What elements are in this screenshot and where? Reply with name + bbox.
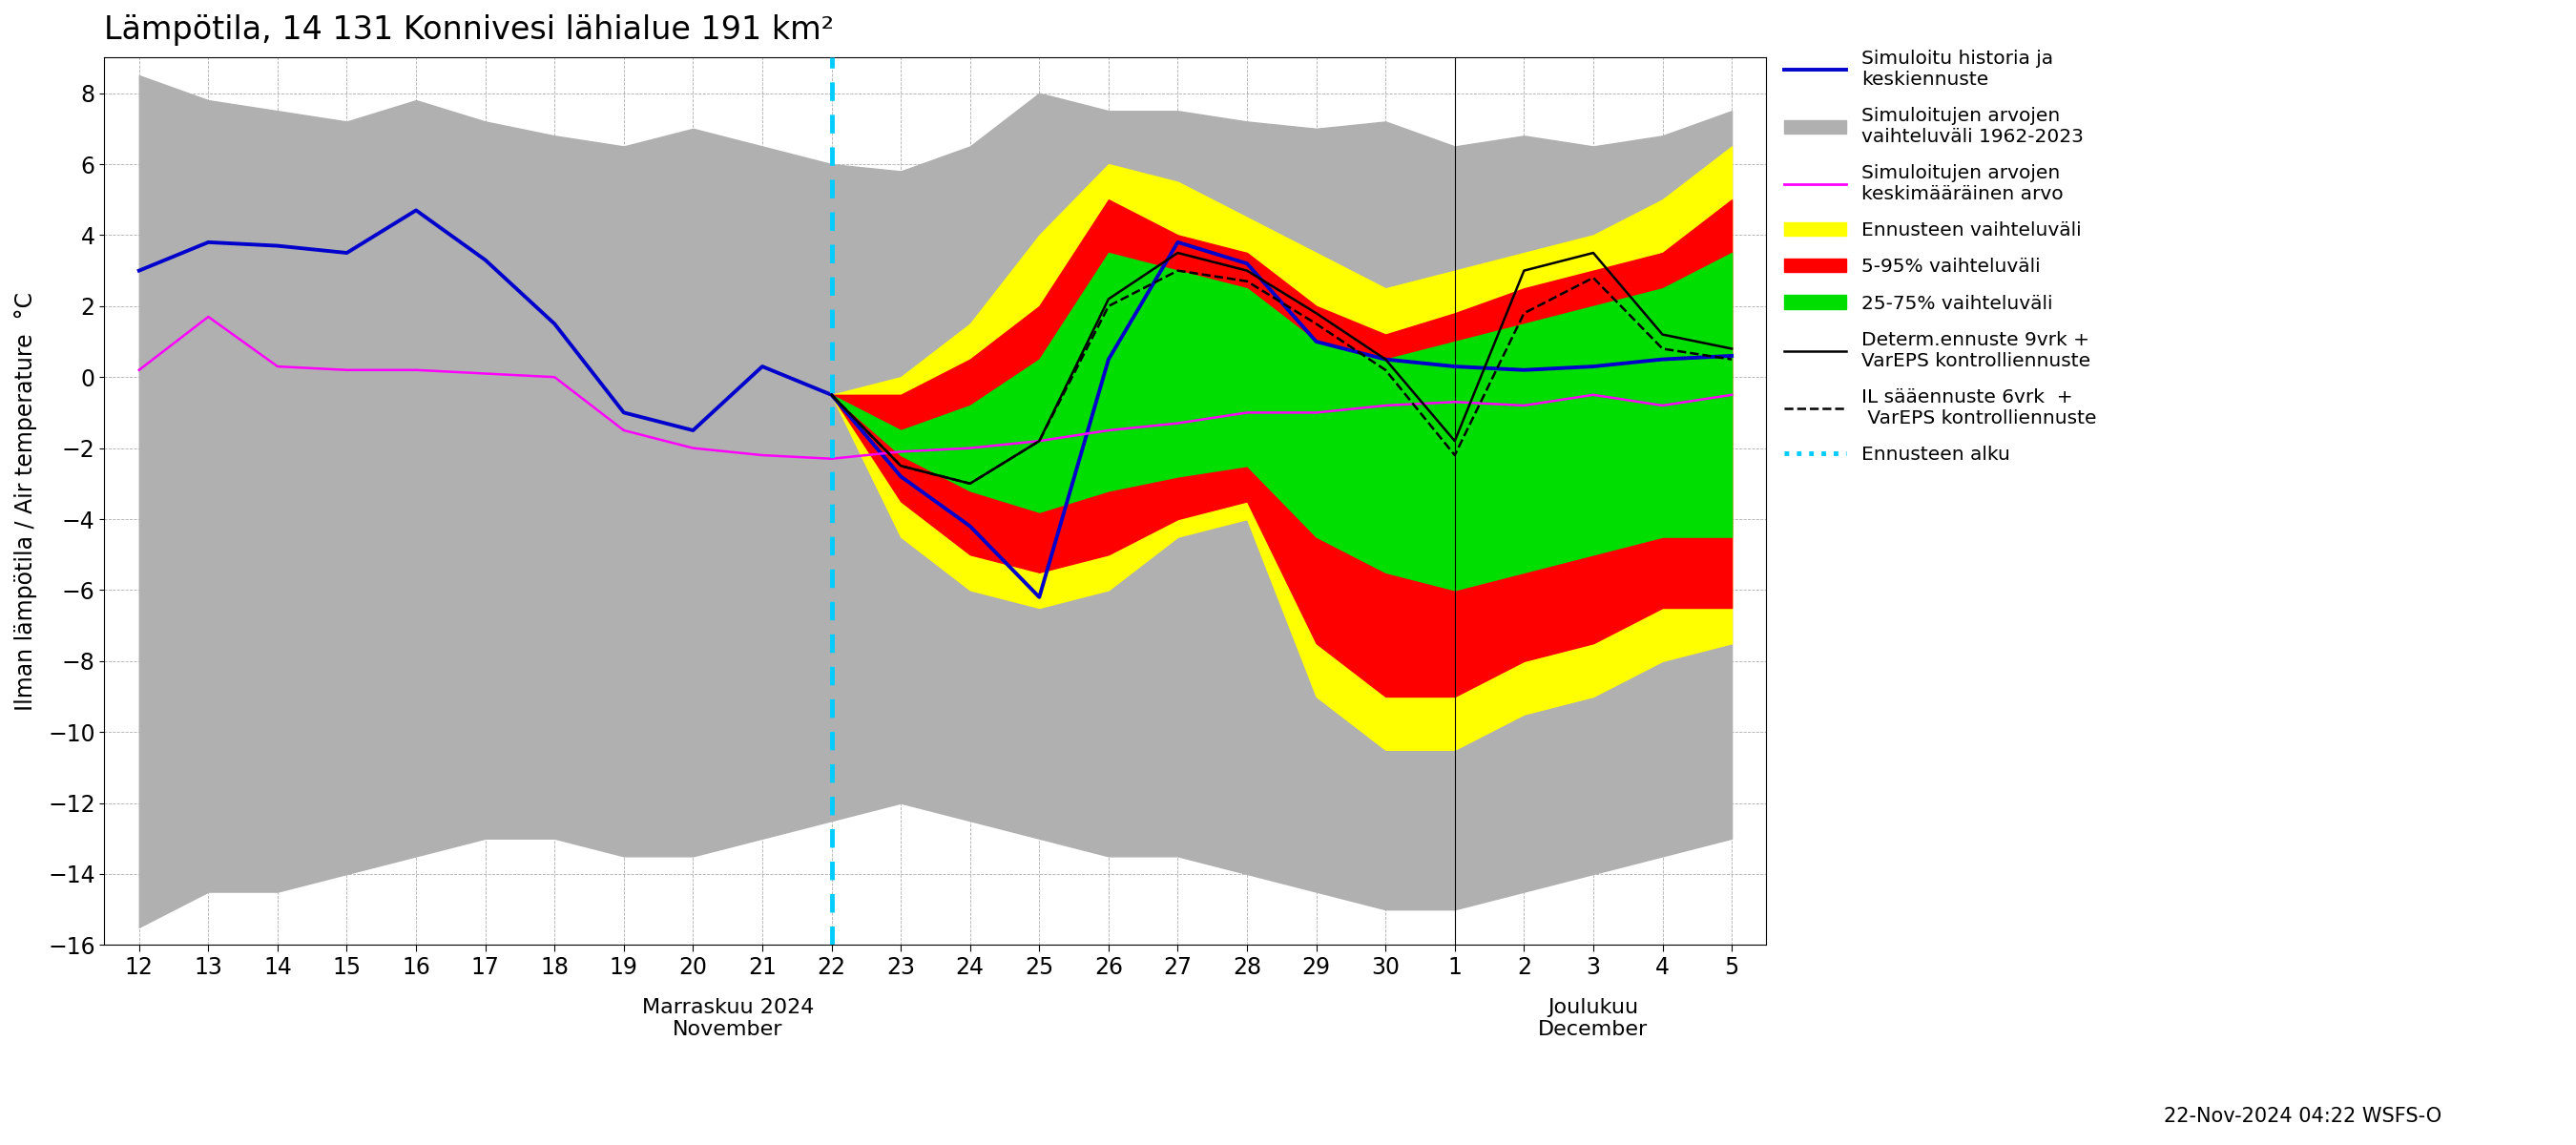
Text: Lämpötila, 14 131 Konnivesi lähialue 191 km²: Lämpötila, 14 131 Konnivesi lähialue 191… [106, 14, 835, 46]
Text: Joulukuu
December: Joulukuu December [1538, 998, 1649, 1040]
Text: 22-Nov-2024 04:22 WSFS-O: 22-Nov-2024 04:22 WSFS-O [2164, 1107, 2442, 1126]
Y-axis label: Ilman lämpötila / Air temperature  °C: Ilman lämpötila / Air temperature °C [15, 292, 36, 711]
Text: Marraskuu 2024
November: Marraskuu 2024 November [641, 998, 814, 1040]
Legend: Simuloitu historia ja
keskiennuste, Simuloitujen arvojen
vaihteluväli 1962-2023,: Simuloitu historia ja keskiennuste, Simu… [1785, 49, 2097, 464]
